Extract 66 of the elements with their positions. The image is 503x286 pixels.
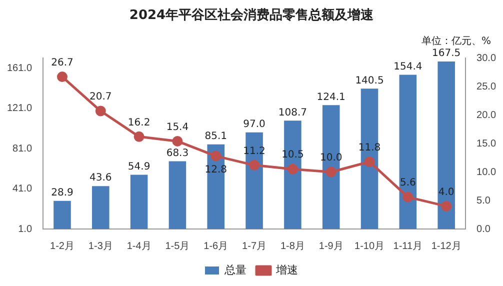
data-label: 140.5 xyxy=(355,75,384,86)
y2-tick-label: 15.0 xyxy=(476,138,496,150)
x-tick-label: 1-3月 xyxy=(88,240,113,252)
data-label: 20.7 xyxy=(90,92,112,103)
data-label: 85.1 xyxy=(204,131,228,142)
data-label: 54.9 xyxy=(128,161,150,172)
data-label: 26.7 xyxy=(51,57,74,68)
point xyxy=(56,72,68,82)
x-tick-label: 1-4月 xyxy=(126,240,152,252)
x-tick-label: 1-8月 xyxy=(280,240,305,252)
y2-tick-label: 25.0 xyxy=(476,81,496,92)
point xyxy=(287,164,298,174)
y-tick-label: 81.0 xyxy=(12,143,32,154)
data-label: 4.0 xyxy=(438,186,454,198)
bar xyxy=(360,88,378,229)
data-label: 28.9 xyxy=(51,188,74,199)
x-tick-label: 1-7月 xyxy=(242,240,267,252)
bar xyxy=(246,132,263,229)
point xyxy=(210,150,222,162)
data-label: 167.5 xyxy=(432,48,461,60)
point xyxy=(172,136,183,146)
x-tick-label: 1-12月 xyxy=(431,240,462,252)
data-label: 124.1 xyxy=(316,92,346,103)
bar xyxy=(130,174,148,229)
point xyxy=(95,106,106,116)
bar xyxy=(54,200,71,229)
bar xyxy=(399,74,417,229)
bar xyxy=(438,62,455,229)
y2-tick-label: 0.0 xyxy=(476,224,491,235)
point xyxy=(326,166,336,178)
bar xyxy=(284,120,302,229)
x-tick-label: 1-11月 xyxy=(393,240,423,252)
point xyxy=(441,200,452,212)
x-tick-label: 1-2月 xyxy=(50,240,74,252)
y2-tick-label: 10.0 xyxy=(476,166,496,178)
x-tick-label: 1-9月 xyxy=(318,240,344,252)
text: 单位：亿元、% xyxy=(421,34,491,48)
x-tick-label: 1-6月 xyxy=(204,240,228,252)
bar xyxy=(322,105,340,229)
legend-label: 总量 xyxy=(224,264,246,277)
data-label: 154.4 xyxy=(394,61,422,72)
point xyxy=(364,156,375,167)
data-label: 16.2 xyxy=(128,117,150,128)
point xyxy=(402,192,414,202)
bar xyxy=(168,161,186,229)
x-tick-label: 1-10月 xyxy=(354,240,385,252)
y-tick-label: 1.0 xyxy=(18,224,32,235)
y-tick-label: 161.0 xyxy=(6,62,32,74)
y-tick-label: 41.0 xyxy=(12,184,32,195)
data-label: 108.7 xyxy=(278,107,308,118)
y2-tick-label: 5.0 xyxy=(476,195,491,206)
data-label: 15.4 xyxy=(166,122,189,133)
data-label: 68.3 xyxy=(166,148,189,159)
y2-tick-label: 30.0 xyxy=(476,52,496,64)
y2-tick-label: 20.0 xyxy=(476,110,496,121)
bar xyxy=(92,186,110,229)
data-label: 97.0 xyxy=(243,119,266,130)
y-tick-label: 121.0 xyxy=(6,103,32,114)
point xyxy=(249,160,260,170)
legend-label: 增速 xyxy=(275,264,298,277)
bar xyxy=(207,144,225,229)
chart-title: 2024年平谷区社会消费品零售总额及增速 xyxy=(128,6,375,24)
point xyxy=(134,131,144,142)
data-label: 5.6 xyxy=(400,178,416,189)
x-tick-label: 1-5月 xyxy=(165,240,190,252)
data-label: 43.6 xyxy=(90,172,112,184)
